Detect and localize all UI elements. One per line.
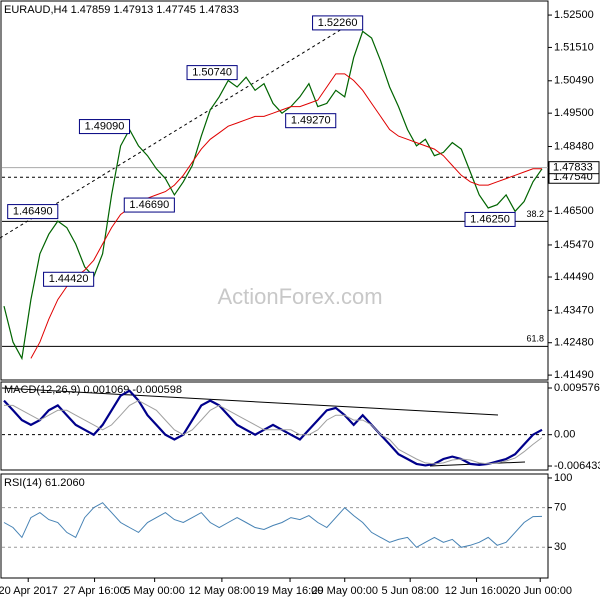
x-tick-label: 20 Jun 00:00 <box>508 585 572 597</box>
series-line <box>3 389 543 467</box>
y-tick-label: 1.42480 <box>554 337 594 349</box>
price-label: 1.44420 <box>49 273 89 285</box>
price-label: 1.46250 <box>470 213 510 225</box>
price-label: 1.52260 <box>318 17 358 29</box>
price-label-box <box>78 119 131 135</box>
y-tick-label: 0.009576 <box>554 382 600 394</box>
y-tick-label: -0.006433 <box>554 460 600 472</box>
y-tick-label: 30 <box>554 541 566 553</box>
x-tick-label: 12 Jun 16:00 <box>445 585 509 597</box>
trend-line <box>0 17 361 239</box>
price-label-box <box>312 15 364 31</box>
panel-title: RSI(14) 61.2060 <box>4 477 85 489</box>
x-tick-label: 29 May 00:00 <box>311 585 378 597</box>
y-tick-label: 1.43470 <box>554 304 594 316</box>
fib-label: 38.2 <box>526 209 544 219</box>
macd-panel <box>0 381 549 471</box>
y-tick-label: 1.52500 <box>554 9 594 21</box>
trend-line <box>1 387 499 416</box>
fib-label: 61.8 <box>526 334 544 344</box>
price-label-box <box>186 65 238 81</box>
y-tick-label: 1.48480 <box>554 140 594 152</box>
price-label-box <box>123 197 175 213</box>
price-label-box <box>43 271 95 287</box>
x-tick-label: 5 Jun 08:00 <box>381 585 439 597</box>
x-tick-label: 5 May 00:00 <box>124 585 185 597</box>
chart-title: EURAUD,H4 1.47859 1.47913 1.47745 1.4783… <box>4 4 239 16</box>
price-label-box <box>285 113 337 129</box>
panel-title: MACD(12,26,9) 0.001069 -0.000598 <box>4 384 182 396</box>
series-line <box>30 73 542 359</box>
watermark: ActionForex.com <box>217 284 382 309</box>
y-tick-label: 1.50490 <box>554 75 594 87</box>
x-tick-label: 19 May 16:00 <box>257 585 324 597</box>
price-label: 1.50740 <box>192 67 232 79</box>
y-tick-label: 1.45470 <box>554 239 594 251</box>
price-label: 1.46690 <box>129 199 169 211</box>
y-tick-label: 70 <box>554 502 566 514</box>
x-tick-label: 20 Apr 2017 <box>0 585 58 597</box>
series-line <box>4 400 543 465</box>
price-box <box>548 161 600 175</box>
rsi-panel <box>0 473 549 579</box>
y-tick-label: 100 <box>554 472 572 484</box>
price-label: 1.49090 <box>85 120 125 132</box>
y-tick-label: 1.46500 <box>554 205 594 217</box>
y-tick-label: 1.41490 <box>554 369 594 381</box>
price-label: 1.46490 <box>13 205 53 217</box>
y-tick-label: 1.49500 <box>554 107 594 119</box>
x-tick-label: 27 Apr 16:00 <box>63 585 125 597</box>
price-box-label: 1.47833 <box>553 162 593 174</box>
y-tick-label: 0.00 <box>554 429 575 441</box>
y-tick-label: 1.44490 <box>554 271 594 283</box>
x-tick-label: 12 May 08:00 <box>189 585 256 597</box>
series-line <box>3 502 543 548</box>
price-panel <box>0 0 549 381</box>
price-label-box <box>7 204 59 220</box>
price-label: 1.49270 <box>291 115 331 127</box>
price-label-box <box>464 211 516 227</box>
y-tick-label: 1.51510 <box>554 41 594 53</box>
